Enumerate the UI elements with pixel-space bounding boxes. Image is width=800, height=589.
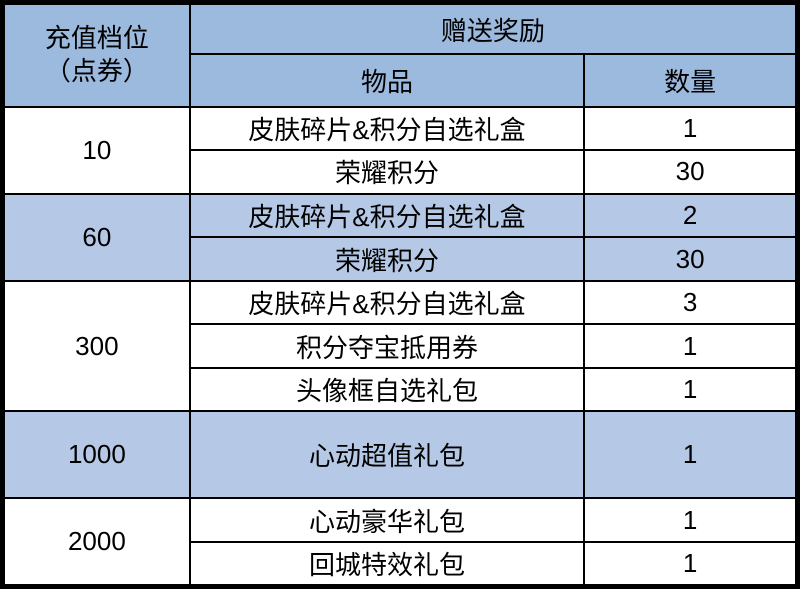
qty-cell: 1 <box>583 497 798 543</box>
table-row: 头像框自选礼包 1 <box>4 366 798 413</box>
tier-cell-10: 10 <box>2 105 191 195</box>
qty-cell: 3 <box>583 279 798 326</box>
header-tier-cell: 充值档位 （点券） <box>2 2 191 108</box>
header-row-1: 充值档位 （点券） 赠送奖励 <box>2 2 798 108</box>
qty-cell: 1 <box>583 366 798 413</box>
item-cell: 荣耀积分 <box>188 236 586 282</box>
item-cell: 头像框自选礼包 <box>188 366 586 413</box>
header-tier-line1: 充值档位 <box>44 22 149 53</box>
qty-cell: 2 <box>583 192 798 239</box>
table-row: 积分夺宝抵用券 1 <box>4 323 798 369</box>
item-cell: 皮肤碎片&积分自选礼盒 <box>188 279 586 326</box>
table-row: 300 皮肤碎片&积分自选礼盒 3 <box>2 279 798 413</box>
table-row: 60 皮肤碎片&积分自选礼盒 2 <box>2 192 798 282</box>
qty-cell: 1 <box>583 105 798 152</box>
item-cell: 心动豪华礼包 <box>188 497 586 543</box>
item-cell: 积分夺宝抵用券 <box>188 323 586 369</box>
header-qty-cell: 数量 <box>583 53 798 108</box>
qty-cell: 1 <box>583 323 798 369</box>
qty-cell: 1 <box>583 410 798 500</box>
item-cell: 皮肤碎片&积分自选礼盒 <box>188 105 586 152</box>
item-cell: 皮肤碎片&积分自选礼盒 <box>188 192 586 239</box>
table-row: 回城特效礼包 1 <box>4 540 798 587</box>
table-row: 荣耀积分 30 <box>4 236 798 282</box>
table-row: 2000 心动豪华礼包 1 <box>2 497 798 587</box>
tier-cell-60: 60 <box>2 192 191 282</box>
header-reward-cell: 赠送奖励 <box>188 2 798 56</box>
tier-cell-300: 300 <box>2 279 191 413</box>
qty-cell: 30 <box>583 149 798 195</box>
table-row: 荣耀积分 30 <box>4 149 798 195</box>
item-cell: 心动超值礼包 <box>188 410 586 500</box>
item-cell: 荣耀积分 <box>188 149 586 195</box>
table-row: 10 皮肤碎片&积分自选礼盒 1 <box>2 105 798 195</box>
table-row: 1000 心动超值礼包 1 <box>2 410 798 500</box>
item-cell: 回城特效礼包 <box>188 540 586 587</box>
header-row-2: 物品 数量 <box>4 53 798 108</box>
tier-cell-2000: 2000 <box>2 497 191 587</box>
qty-cell: 30 <box>583 236 798 282</box>
header-tier-line2: （点券） <box>44 56 149 87</box>
qty-cell: 1 <box>583 540 798 587</box>
header-item-cell: 物品 <box>188 53 586 108</box>
tier-cell-1000: 1000 <box>2 410 191 500</box>
